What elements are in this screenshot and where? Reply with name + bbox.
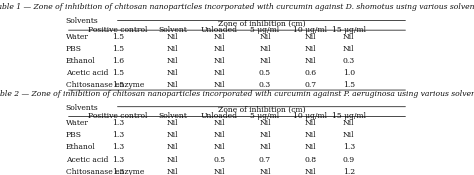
Text: 10 μg/ml: 10 μg/ml <box>293 26 328 34</box>
Text: Nil: Nil <box>259 168 271 175</box>
Text: Nil: Nil <box>166 69 178 77</box>
Text: Nil: Nil <box>259 45 271 53</box>
Text: 0.7: 0.7 <box>304 82 317 89</box>
Text: 15 μg/ml: 15 μg/ml <box>332 26 366 34</box>
Text: Table 2 — Zone of inhibition of chitosan nanoparticles incorporated with curcumi: Table 2 — Zone of inhibition of chitosan… <box>0 90 474 98</box>
Text: 0.5: 0.5 <box>259 69 271 77</box>
Text: 1.5: 1.5 <box>343 82 355 89</box>
Text: 1.3: 1.3 <box>112 119 124 127</box>
Text: Nil: Nil <box>166 33 178 41</box>
Text: Solvents: Solvents <box>66 17 99 25</box>
Text: Water: Water <box>66 119 89 127</box>
Text: PBS: PBS <box>66 131 82 139</box>
Text: Chitosanase enzyme: Chitosanase enzyme <box>66 168 144 175</box>
Text: 0.8: 0.8 <box>304 156 317 164</box>
Text: Nil: Nil <box>166 57 178 65</box>
Text: Nil: Nil <box>166 143 178 151</box>
Text: 1.0: 1.0 <box>343 69 355 77</box>
Text: Nil: Nil <box>343 45 355 53</box>
Text: 1.5: 1.5 <box>112 69 124 77</box>
Text: Nil: Nil <box>305 57 316 65</box>
Text: Nil: Nil <box>305 45 316 53</box>
Text: 1.3: 1.3 <box>112 156 124 164</box>
Text: 0.7: 0.7 <box>259 156 271 164</box>
Text: Nil: Nil <box>214 45 225 53</box>
Text: 1.5: 1.5 <box>112 82 124 89</box>
Text: 1.3: 1.3 <box>112 131 124 139</box>
Text: Nil: Nil <box>166 45 178 53</box>
Text: Unloaded: Unloaded <box>201 26 238 34</box>
Text: PBS: PBS <box>66 45 82 53</box>
Text: 0.3: 0.3 <box>343 57 355 65</box>
Text: 0.6: 0.6 <box>304 69 317 77</box>
Text: Nil: Nil <box>166 168 178 175</box>
Text: 1.3: 1.3 <box>112 143 124 151</box>
Text: 1.3: 1.3 <box>112 168 124 175</box>
Text: Nil: Nil <box>214 143 225 151</box>
Text: 1.5: 1.5 <box>112 33 124 41</box>
Text: Nil: Nil <box>214 69 225 77</box>
Text: 0.3: 0.3 <box>259 82 271 89</box>
Text: Acetic acid: Acetic acid <box>66 69 108 77</box>
Text: Nil: Nil <box>305 33 316 41</box>
Text: 1.6: 1.6 <box>112 57 124 65</box>
Text: Nil: Nil <box>259 131 271 139</box>
Text: Nil: Nil <box>343 131 355 139</box>
Text: Nil: Nil <box>214 168 225 175</box>
Text: 1.3: 1.3 <box>343 143 355 151</box>
Text: Nil: Nil <box>305 119 316 127</box>
Text: Nil: Nil <box>214 131 225 139</box>
Text: Chitosanase enzyme: Chitosanase enzyme <box>66 82 144 89</box>
Text: Nil: Nil <box>259 57 271 65</box>
Text: Nil: Nil <box>343 119 355 127</box>
Text: 10 μg/ml: 10 μg/ml <box>293 113 328 120</box>
Text: 0.5: 0.5 <box>213 156 226 164</box>
Text: Water: Water <box>66 33 89 41</box>
Text: 1.2: 1.2 <box>343 168 355 175</box>
Text: 15 μg/ml: 15 μg/ml <box>332 113 366 120</box>
Text: Nil: Nil <box>214 57 225 65</box>
Text: Positive control: Positive control <box>89 113 148 120</box>
Text: Table 1 — Zone of inhibition of chitosan nanoparticles incorporated with curcumi: Table 1 — Zone of inhibition of chitosan… <box>0 3 474 11</box>
Text: 0.9: 0.9 <box>343 156 355 164</box>
Text: Nil: Nil <box>214 119 225 127</box>
Text: Nil: Nil <box>305 131 316 139</box>
Text: Nil: Nil <box>166 156 178 164</box>
Text: Nil: Nil <box>305 168 316 175</box>
Text: Ethanol: Ethanol <box>66 143 95 151</box>
Text: Solvent: Solvent <box>158 26 187 34</box>
Text: Positive control: Positive control <box>89 26 148 34</box>
Text: Nil: Nil <box>166 82 178 89</box>
Text: Acetic acid: Acetic acid <box>66 156 108 164</box>
Text: Nil: Nil <box>259 119 271 127</box>
Text: Nil: Nil <box>214 33 225 41</box>
Text: Unloaded: Unloaded <box>201 113 238 120</box>
Text: Zone of inhibition (cm): Zone of inhibition (cm) <box>218 20 305 27</box>
Text: Ethanol: Ethanol <box>66 57 95 65</box>
Text: Nil: Nil <box>214 82 225 89</box>
Text: Nil: Nil <box>166 131 178 139</box>
Text: Nil: Nil <box>343 33 355 41</box>
Text: Nil: Nil <box>259 33 271 41</box>
Text: 5 μg/ml: 5 μg/ml <box>250 113 280 120</box>
Text: 1.5: 1.5 <box>112 45 124 53</box>
Text: 5 μg/ml: 5 μg/ml <box>250 26 280 34</box>
Text: Nil: Nil <box>259 143 271 151</box>
Text: Solvents: Solvents <box>66 104 99 112</box>
Text: Nil: Nil <box>166 119 178 127</box>
Text: Nil: Nil <box>305 143 316 151</box>
Text: Zone of inhibition (cm): Zone of inhibition (cm) <box>218 106 305 114</box>
Text: Solvent: Solvent <box>158 113 187 120</box>
